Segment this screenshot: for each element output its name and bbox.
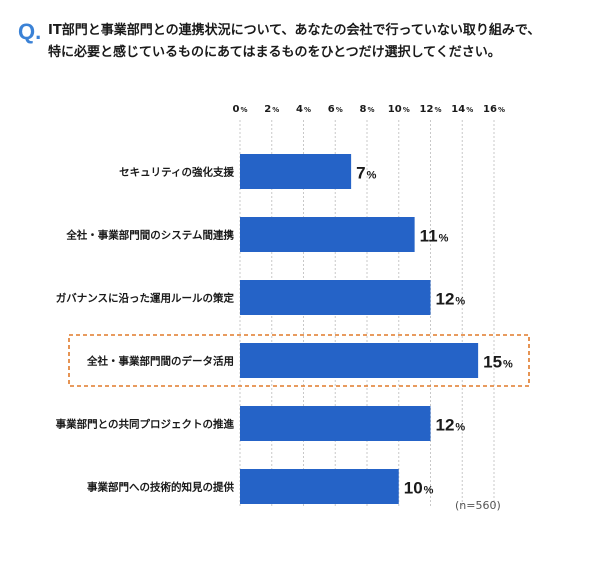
x-tick-value: 8 — [360, 104, 367, 115]
question-text: IT部門と事業部門との連携状況について、あなたの会社で行っていない取り組みで、 … — [48, 20, 578, 64]
data-label: 15% — [483, 353, 513, 372]
x-tick-unit: % — [240, 106, 247, 114]
x-tick-unit: % — [403, 106, 410, 114]
data-label: 11% — [420, 227, 449, 246]
data-label: 10% — [404, 479, 434, 498]
category-label: セキュリティの強化支援 — [119, 166, 234, 179]
sample-size-note: (n=560) — [455, 499, 501, 512]
bar — [240, 469, 399, 504]
data-label-value: 7 — [356, 164, 365, 183]
x-tick-unit: % — [466, 106, 473, 114]
x-tick-unit: % — [336, 106, 343, 114]
data-label-value: 10 — [404, 479, 423, 498]
question-mark: Q. — [18, 19, 42, 44]
data-label-value: 11 — [420, 227, 438, 246]
x-tick-unit: % — [498, 106, 505, 114]
data-label-value: 12 — [436, 290, 455, 309]
data-label-unit: % — [367, 170, 377, 182]
x-tick-value: 12 — [420, 104, 434, 115]
x-tick-label: 10% — [388, 104, 410, 115]
category-label: ガバナンスに沿った運用ルールの策定 — [56, 292, 235, 305]
category-label: 事業部門への技術的知見の提供 — [87, 481, 234, 494]
data-label: 12% — [436, 290, 466, 309]
data-label-unit: % — [439, 233, 449, 245]
x-tick-value: 4 — [296, 104, 303, 115]
x-tick-value: 14 — [451, 104, 465, 115]
data-label: 7% — [356, 164, 376, 183]
question-line-1: IT部門と事業部門との連携状況について、あなたの会社で行っていない取り組みで、 — [48, 23, 541, 38]
bar — [240, 280, 431, 315]
data-label-unit: % — [424, 485, 434, 497]
x-tick-value: 2 — [264, 104, 271, 115]
x-tick-label: 14% — [451, 104, 473, 115]
bar — [240, 217, 415, 252]
x-tick-label: 6% — [328, 104, 343, 115]
data-label-value: 15 — [483, 353, 502, 372]
x-tick-value: 16 — [483, 104, 497, 115]
x-tick-unit: % — [434, 106, 441, 114]
x-tick-label: 16% — [483, 104, 505, 115]
x-tick-value: 0 — [233, 104, 240, 115]
highlight-box — [68, 334, 530, 387]
x-tick-label: 12% — [420, 104, 442, 115]
category-label: 全社・事業部門間のシステム間連携 — [65, 229, 234, 242]
x-tick-unit: % — [367, 106, 374, 114]
x-tick-label: 4% — [296, 104, 311, 115]
data-label-unit: % — [455, 296, 465, 308]
x-tick-unit: % — [272, 106, 279, 114]
bar — [240, 154, 352, 189]
question-line-2: 特に必要と感じているものにあてはまるものをひとつだけ選択してください。 — [48, 45, 501, 60]
data-label-unit: % — [503, 359, 513, 371]
x-tick-value: 6 — [328, 104, 335, 115]
x-tick-label: 8% — [360, 104, 375, 115]
x-tick-unit: % — [304, 106, 311, 114]
x-tick-label: 2% — [264, 104, 279, 115]
category-label: 事業部門との共同プロジェクトの推進 — [56, 418, 235, 431]
x-tick-value: 10 — [388, 104, 402, 115]
data-label: 12% — [436, 416, 466, 435]
bar — [240, 406, 431, 441]
data-label-unit: % — [455, 422, 465, 434]
category-label: 全社・事業部門間のデータ活用 — [86, 355, 234, 368]
data-label-value: 12 — [436, 416, 455, 435]
x-tick-label: 0% — [233, 104, 248, 115]
bar — [240, 343, 479, 378]
